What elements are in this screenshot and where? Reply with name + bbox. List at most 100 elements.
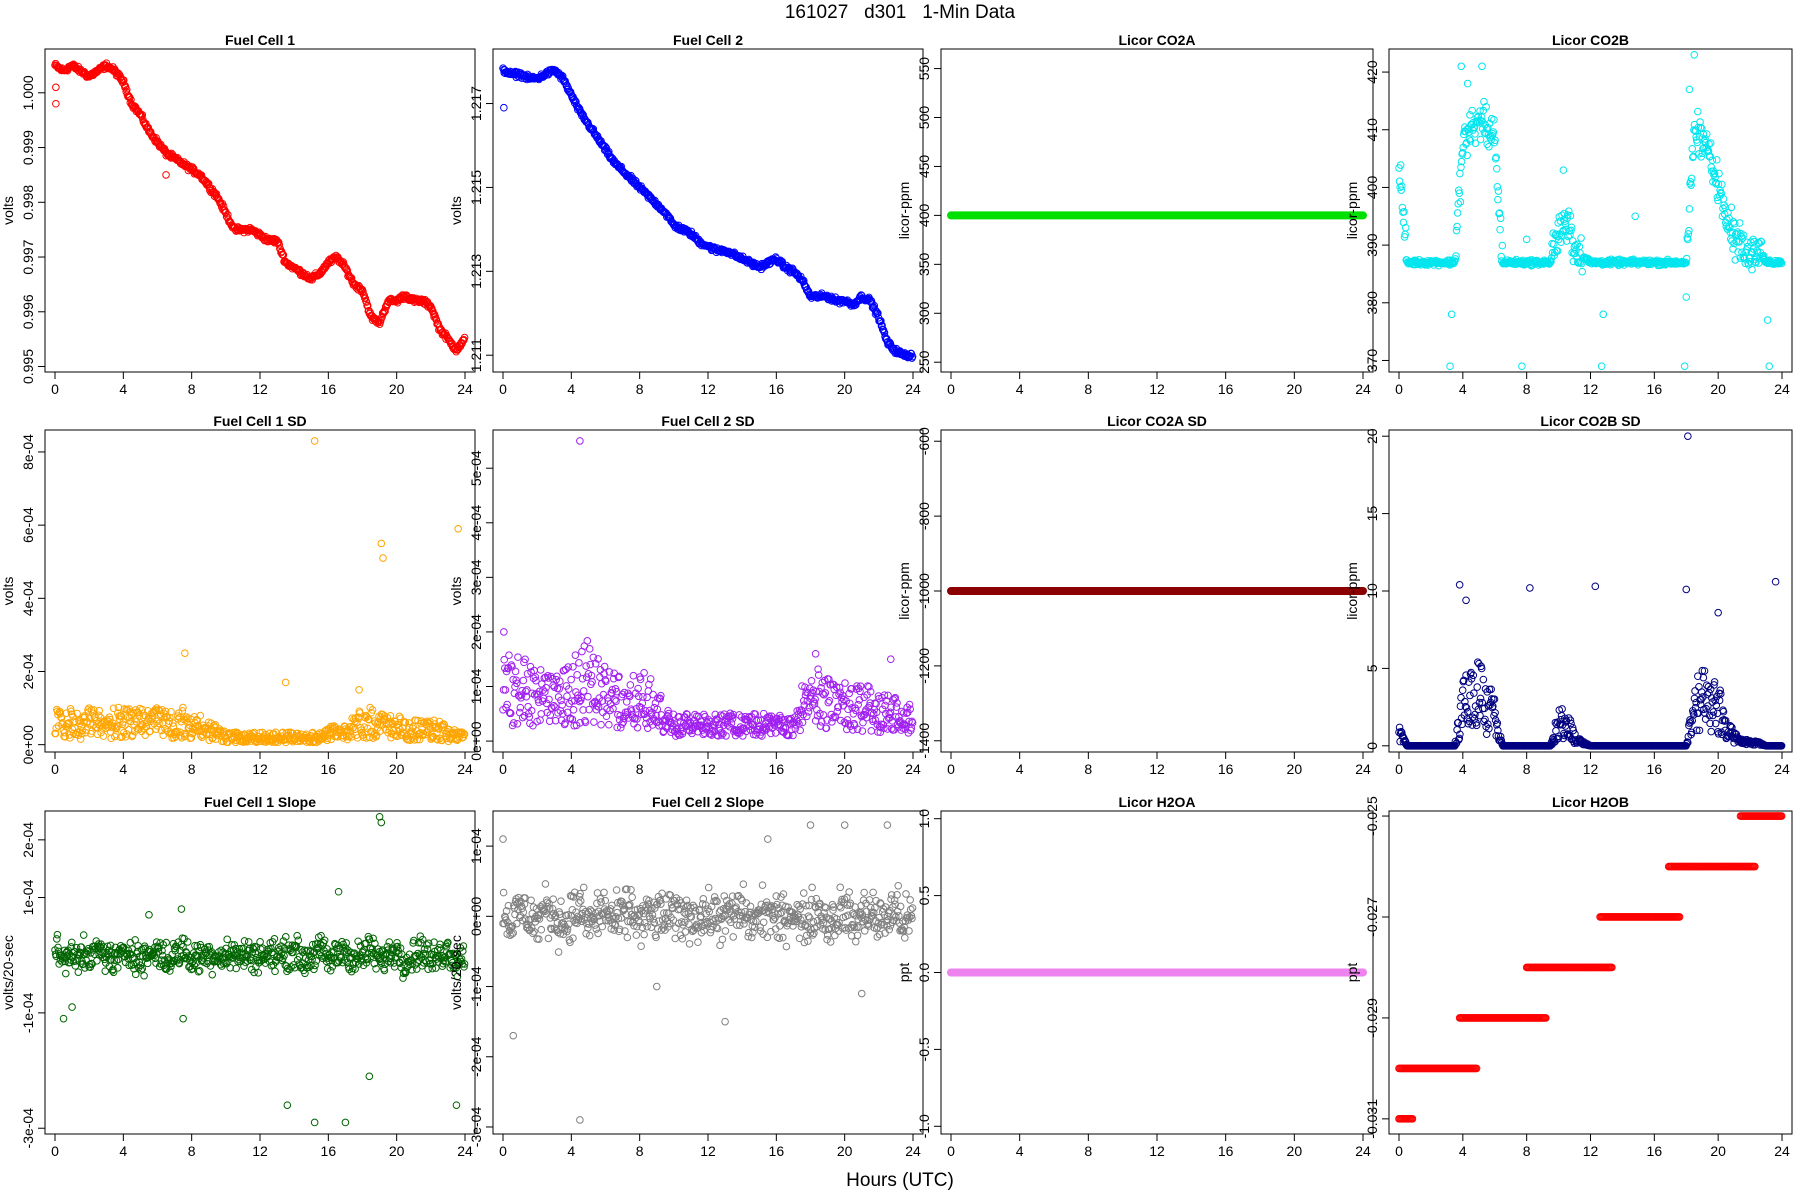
y-tick-label: -1000 [916, 573, 932, 609]
x-tick-label: 12 [1583, 761, 1599, 777]
data-point [874, 309, 882, 317]
x-tick-label: 12 [1583, 381, 1599, 397]
x-tick-label: 20 [389, 1143, 405, 1159]
y-tick-label: 1.213 [468, 254, 484, 289]
data-point [524, 702, 532, 711]
panel-0: Fuel Cell 10 4 8 12 16 20 240.9950.9960.9970.9… [0, 32, 476, 397]
plot-frame [940, 48, 1374, 373]
x-tick-label: 0 [1395, 381, 1403, 397]
x-tick-label: 0 [499, 761, 507, 777]
data-point [1396, 161, 1405, 169]
y-axis-label: licor-ppm [1344, 562, 1360, 620]
data-point [567, 675, 575, 684]
x-tick-label: 4 [1459, 381, 1467, 397]
y-tick-label: 8e-04 [20, 434, 36, 470]
x-tick-label: 16 [769, 381, 785, 397]
data-point [254, 968, 263, 977]
data-point [432, 316, 441, 324]
data-point [1573, 240, 1581, 249]
x-tick-label: 12 [252, 1143, 268, 1159]
x-tick-label: 20 [837, 761, 853, 777]
x-tick-label: 20 [1287, 761, 1303, 777]
series-points [499, 437, 917, 740]
data-point [93, 957, 101, 965]
x-tick-label: 12 [700, 761, 716, 777]
data-point [811, 695, 819, 704]
data-point [1567, 223, 1576, 232]
data-point [1453, 222, 1461, 231]
y-tick-label: 3e-04 [468, 559, 484, 595]
x-tick-label: 24 [1355, 761, 1371, 777]
data-point [1446, 362, 1454, 371]
y-tick-label: 250 [916, 350, 932, 374]
y-tick-label: 1.000 [20, 75, 36, 110]
data-point [1465, 135, 1474, 144]
data-point [1526, 584, 1534, 592]
x-tick-label: 24 [457, 761, 473, 777]
data-point [1457, 693, 1465, 702]
data-point [457, 340, 466, 348]
data-point [1680, 362, 1689, 371]
series-points [1395, 50, 1786, 371]
data-point [1571, 249, 1579, 258]
y-tick-label: 15 [1364, 506, 1380, 522]
data-point [294, 936, 303, 945]
x-tick-label: 24 [1774, 381, 1790, 397]
data-point [557, 71, 566, 80]
y-tick-label: 1.215 [468, 170, 484, 205]
series-points [499, 64, 917, 362]
data-point [125, 93, 134, 102]
data-point [256, 938, 264, 946]
data-point [583, 637, 592, 645]
data-point [359, 290, 368, 299]
data-point [1457, 157, 1466, 166]
x-tick-label: 20 [1710, 761, 1726, 777]
y-tick-label: 0.997 [20, 239, 36, 274]
data-point [1763, 316, 1772, 324]
y-tick-label: 4e-04 [20, 580, 36, 616]
data-point [1485, 119, 1494, 128]
data-point [1483, 140, 1492, 149]
y-tick-label: 370 [1364, 349, 1380, 373]
x-tick-label: 0 [499, 381, 507, 397]
data-point [1485, 142, 1493, 151]
data-point [208, 970, 217, 979]
panel-title: Fuel Cell 2 SD [661, 413, 754, 429]
data-point [605, 720, 613, 729]
data-point [1493, 182, 1502, 191]
data-point [584, 692, 592, 701]
data-point [1522, 235, 1531, 244]
data-point [310, 437, 319, 445]
y-tick-label: 0e+00 [468, 721, 484, 761]
data-point [1476, 694, 1485, 703]
plot-frame [44, 429, 476, 753]
data-point [454, 524, 462, 533]
x-tick-label: 4 [119, 1143, 127, 1159]
data-point [223, 211, 232, 219]
data-point [1454, 199, 1463, 208]
data-point [460, 333, 469, 342]
y-axis-label: volts [448, 196, 464, 225]
panel-title: Fuel Cell 1 SD [213, 413, 306, 429]
x-tick-label: 20 [389, 761, 405, 777]
data-point [140, 971, 148, 980]
data-point [1497, 252, 1506, 261]
x-tick-label: 8 [1523, 381, 1531, 397]
data-point [175, 713, 184, 722]
y-tick-label: 400 [916, 204, 932, 228]
data-point [757, 265, 766, 274]
panel-title: Licor CO2A SD [1107, 413, 1207, 429]
data-point [841, 679, 849, 687]
data-point [1458, 686, 1467, 695]
x-tick-label: 4 [119, 761, 127, 777]
y-axis-label: volts [0, 577, 16, 606]
x-tick-label: 16 [321, 381, 337, 397]
data-point [1454, 186, 1463, 195]
y-tick-label: 5e-04 [468, 450, 484, 486]
data-point [590, 718, 598, 726]
y-axis-label: licor-ppm [1344, 182, 1360, 240]
data-point [223, 935, 231, 944]
y-tick-label: 500 [916, 106, 932, 130]
y-tick-label: -1e-04 [20, 992, 36, 1033]
data-point [1771, 577, 1780, 586]
